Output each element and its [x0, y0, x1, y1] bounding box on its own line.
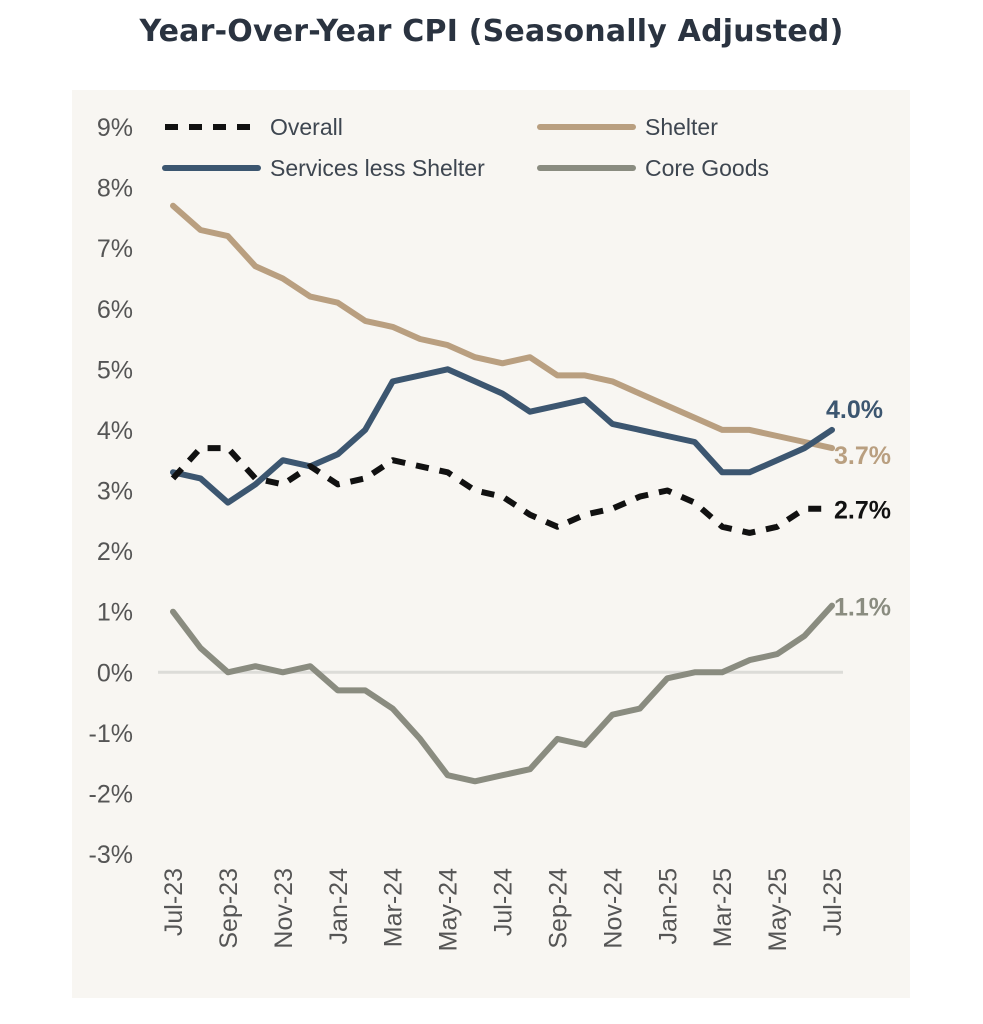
y-tick-label: -3%	[89, 841, 133, 869]
series-line-overall	[170, 445, 832, 536]
end-label-overall: 2.7%	[834, 497, 891, 525]
end-labels: 2.7% 3.7% 4.0% 1.1%	[826, 396, 891, 622]
x-tick-label: Jan-24	[325, 868, 353, 945]
x-tick-label: Jul-24	[490, 868, 518, 936]
x-tick-label: Jul-23	[160, 868, 188, 936]
x-tick-label: May-24	[435, 868, 463, 951]
end-label-core-goods: 1.1%	[834, 594, 891, 622]
y-tick-label: 3%	[97, 478, 133, 506]
legend-label: Services less Shelter	[270, 155, 485, 181]
y-tick-label: 6%	[97, 296, 133, 324]
x-tick-label: Mar-24	[380, 868, 408, 947]
y-tick-label: 7%	[97, 235, 133, 263]
x-tick-label: Sep-23	[215, 868, 243, 949]
x-tick-label: Mar-25	[709, 868, 737, 947]
chart-title: Year-Over-Year CPI (Seasonally Adjusted)	[139, 14, 844, 49]
y-tick-label: 5%	[97, 356, 133, 384]
y-tick-label: 0%	[97, 659, 133, 687]
series-line-services-less-shelter	[170, 366, 835, 506]
series-line-core-goods	[170, 602, 835, 785]
end-label-services-less-shelter: 4.0%	[826, 396, 883, 424]
y-tick-label: 4%	[97, 417, 133, 445]
y-tick-label: -2%	[89, 780, 133, 808]
x-tick-label: Jul-25	[819, 868, 847, 936]
legend-label: Shelter	[645, 114, 718, 140]
x-tick-label: Sep-24	[544, 868, 572, 949]
y-axis-ticks: 9% 8% 7% 6% 5% 4% 3% 2% 1% 0% -1% -2% -3%	[89, 114, 133, 869]
legend: Overall Shelter Services less Shelter Core …	[162, 114, 769, 181]
y-tick-label: 2%	[97, 538, 133, 566]
x-tick-label: May-25	[764, 868, 792, 951]
x-tick-label: Nov-24	[599, 868, 627, 949]
x-tick-label: Jan-25	[654, 868, 682, 944]
legend-label: Overall	[270, 114, 343, 140]
y-tick-label: -1%	[89, 720, 133, 748]
series-line-shelter	[170, 202, 835, 452]
y-tick-label: 1%	[97, 599, 133, 627]
x-axis-ticks: Jul-23 Sep-23 Nov-23 Jan-24 Mar-24 May-24 Jul-…	[160, 868, 847, 951]
y-tick-label: 9%	[97, 114, 133, 142]
end-label-shelter: 3.7%	[834, 442, 891, 470]
series-lines	[170, 202, 835, 785]
legend-label: Core Goods	[645, 155, 769, 181]
y-tick-label: 8%	[97, 175, 133, 203]
plot-panel	[72, 90, 910, 998]
x-tick-label: Nov-23	[270, 868, 298, 949]
